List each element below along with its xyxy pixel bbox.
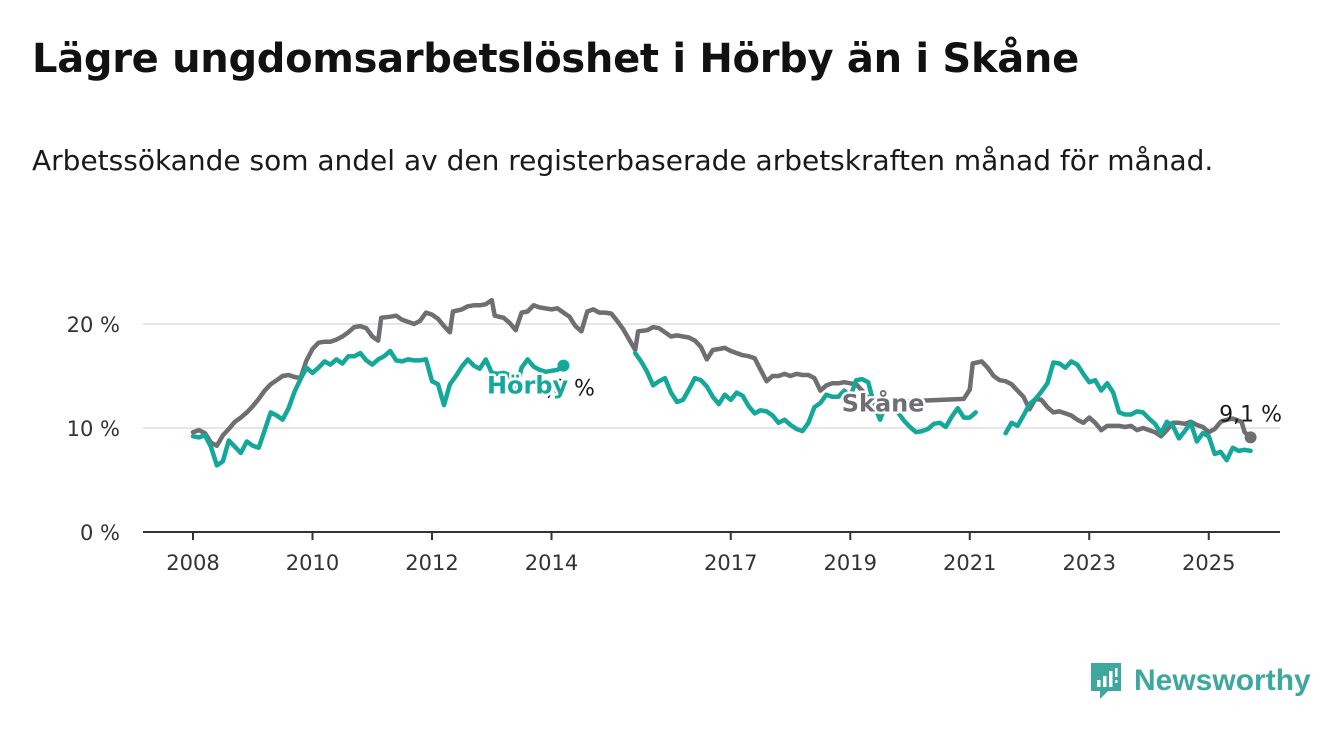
x-axis-ticks: 2008 2010 2012 2014 2017 2019 2021 2023 2025 bbox=[143, 531, 1280, 575]
newsworthy-brand: Newsworthy bbox=[1088, 660, 1311, 702]
series-line-horby bbox=[1003, 359, 1253, 463]
x-tick-label: 2014 bbox=[525, 551, 578, 575]
x-tick-label: 2008 bbox=[166, 551, 219, 575]
end-marker-skane bbox=[1244, 431, 1257, 444]
x-tick-label: 2012 bbox=[405, 551, 458, 575]
x-tick-label: 2019 bbox=[824, 551, 877, 575]
x-tick-label: 2010 bbox=[286, 551, 339, 575]
x-tick-label: 2017 bbox=[704, 551, 757, 575]
y-tick-label: 0 % bbox=[80, 521, 120, 545]
gridlines bbox=[143, 323, 1280, 429]
y-tick-label: 20 % bbox=[67, 313, 120, 337]
series-lines bbox=[190, 297, 1257, 468]
end-value-label-horby: 7,8 % bbox=[532, 377, 595, 402]
series-label-skane: Skåne bbox=[842, 388, 925, 417]
x-tick-label: 2025 bbox=[1182, 551, 1235, 575]
series-line-skane bbox=[190, 297, 1253, 448]
series-line-horby bbox=[190, 348, 566, 468]
x-tick-label: 2021 bbox=[943, 551, 996, 575]
newsworthy-wordmark: Newsworthy bbox=[1134, 664, 1311, 697]
end-marker-horby bbox=[557, 359, 570, 372]
newsworthy-logo-icon bbox=[1091, 663, 1121, 699]
end-value-label-skane: 9,1 % bbox=[1219, 402, 1282, 427]
series-label-horby: Hörby bbox=[487, 372, 569, 400]
chart-title: Lägre ungdomsarbetslöshet i Hörby än i S… bbox=[32, 36, 1079, 82]
x-tick-label: 2023 bbox=[1063, 551, 1116, 575]
chart-subtitle: Arbetssökande som andel av den registerb… bbox=[32, 144, 1214, 177]
series-line-horby bbox=[632, 350, 978, 435]
y-axis-ticks: 0 % 10 % 20 % bbox=[67, 313, 120, 545]
y-tick-label: 10 % bbox=[67, 417, 120, 441]
series-labels: 9,1 % 7,8 %Hörby Skåne bbox=[484, 369, 1282, 427]
